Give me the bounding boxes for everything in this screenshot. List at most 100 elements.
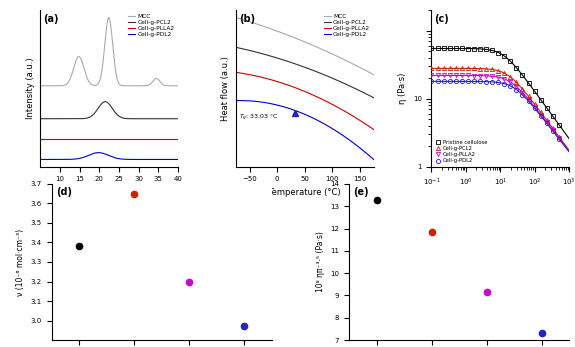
Cell-g-PCL2: [549, 126, 556, 130]
Cell-g-PCL2: [465, 66, 471, 70]
Cell-g-PDL2: [482, 79, 489, 84]
X-axis label: ω (rad·s⁻¹): ω (rad·s⁻¹): [478, 193, 523, 202]
Cell-g-PLLA2: [434, 73, 441, 77]
Cell-g-PLLA2: [324, 100, 331, 104]
Cell-g-PLLA2: [477, 74, 484, 78]
Cell-g-PLLA2: [370, 127, 377, 132]
Cell-g-PCL2: [519, 87, 526, 91]
Cell-g-PLLA2: [428, 73, 435, 77]
Cell-g-PDL2: [507, 84, 514, 88]
Text: (d): (d): [56, 187, 72, 197]
Line: Cell-g-PDL2: Cell-g-PDL2: [236, 101, 374, 160]
Cell-g-PCL2: [336, 79, 343, 83]
Pristine cellulose: [428, 46, 435, 51]
Cell-g-PCL2: [324, 74, 331, 78]
Cell-g-PLLA2: [555, 136, 562, 140]
Y-axis label: η (Pa·s): η (Pa·s): [398, 73, 407, 104]
Cell-g-PLLA2: [232, 70, 239, 74]
Line: Cell-g-PDL2: Cell-g-PDL2: [40, 153, 178, 160]
Cell-g-PDL2: [519, 93, 526, 97]
Cell-g-PDL2: [156, 158, 163, 162]
Cell-g-PDL2: [465, 79, 471, 84]
Pristine cellulose: [507, 59, 514, 63]
Cell-g-PDL2: [446, 79, 453, 84]
Cell-g-PCL2: [175, 117, 182, 121]
Cell-g-PDL2: [501, 82, 508, 86]
Cell-g-PDL2: [370, 158, 377, 162]
Cell-g-PLLA2: [268, 78, 275, 82]
Cell-g-PCL2: [141, 117, 148, 121]
Pristine cellulose: [482, 47, 489, 51]
Legend: MCC, Cell-g-PCL2, Cell-g-PLLA2, Cell-g-PDL2: MCC, Cell-g-PCL2, Cell-g-PLLA2, Cell-g-P…: [323, 13, 371, 37]
Cell-g-PCL2: [313, 70, 320, 74]
Cell-g-PCL2: [45, 117, 52, 121]
Cell-g-PCL2: [489, 67, 496, 71]
Line: Cell-g-PCL2: Cell-g-PCL2: [236, 47, 374, 98]
Cell-g-PCL2: [470, 66, 477, 70]
Pristine cellulose: [440, 46, 447, 51]
Line: Cell-g-PLLA2: Cell-g-PLLA2: [236, 72, 374, 129]
Y-axis label: Intensity (a.u.): Intensity (a.u.): [26, 58, 34, 119]
Cell-g-PDL2: [37, 158, 44, 162]
MCC: [45, 84, 52, 88]
Cell-g-PCL2: [555, 134, 562, 138]
Cell-g-PLLA2: [525, 98, 532, 102]
Cell-g-PLLA2: [507, 80, 514, 84]
MCC: [313, 45, 320, 49]
Pristine cellulose: [489, 48, 496, 52]
Cell-g-PCL2: [370, 96, 377, 100]
Text: (b): (b): [239, 14, 255, 24]
Pristine cellulose: [477, 47, 484, 51]
Cell-g-PLLA2: [543, 120, 550, 125]
Cell-g-PLLA2: [470, 74, 477, 78]
Pristine cellulose: [465, 46, 471, 51]
Cell-g-PLLA2: [531, 105, 538, 109]
Cell-g-PDL2: [555, 137, 562, 141]
Cell-g-PDL2: [295, 110, 302, 114]
Cell-g-PCL2: [257, 51, 264, 55]
MCC: [324, 50, 331, 54]
Cell-g-PDL2: [314, 118, 321, 122]
Cell-g-PLLA2: [295, 87, 302, 91]
Cell-g-PDL2: [121, 157, 128, 161]
MCC: [295, 37, 302, 41]
Cell-g-PDL2: [232, 99, 239, 103]
Cell-g-PLLA2: [175, 137, 182, 142]
Pristine cellulose: [446, 46, 453, 51]
Cell-g-PLLA2: [120, 137, 127, 142]
Pristine cellulose: [531, 89, 538, 93]
Cell-g-PCL2: [156, 117, 163, 121]
Cell-g-PCL2: [453, 66, 459, 70]
X-axis label: 2 theta: 2 theta: [94, 188, 124, 197]
Cell-g-PLLA2: [313, 95, 320, 99]
Cell-g-PDL2: [95, 151, 102, 155]
Cell-g-PDL2: [125, 157, 132, 161]
Cell-g-PDL2: [325, 124, 332, 128]
Cell-g-PLLA2: [501, 77, 508, 81]
Cell-g-PCL2: [446, 66, 453, 70]
Cell-g-PLLA2: [482, 74, 489, 78]
Text: (a): (a): [43, 14, 59, 24]
Cell-g-PLLA2: [519, 91, 526, 95]
Pristine cellulose: [519, 73, 526, 77]
Cell-g-PDL2: [257, 100, 264, 104]
Cell-g-PCL2: [125, 117, 132, 121]
Cell-g-PCL2: [494, 69, 501, 73]
Cell-g-PLLA2: [117, 137, 124, 142]
Line: MCC: MCC: [236, 17, 374, 75]
Legend: MCC, Cell-g-PCL2, Cell-g-PLLA2, Cell-g-PDL2: MCC, Cell-g-PCL2, Cell-g-PLLA2, Cell-g-P…: [128, 13, 175, 37]
Line: MCC: MCC: [40, 17, 178, 86]
Line: Cell-g-PCL2: Cell-g-PCL2: [430, 66, 561, 138]
Pristine cellulose: [537, 98, 544, 102]
Cell-g-PCL2: [531, 102, 538, 107]
Cell-g-PLLA2: [549, 128, 556, 132]
Pristine cellulose: [458, 46, 465, 51]
Cell-g-PDL2: [513, 87, 520, 92]
Cell-g-PLLA2: [155, 137, 162, 142]
MCC: [268, 27, 275, 31]
Cell-g-PDL2: [440, 79, 447, 84]
Cell-g-PDL2: [434, 79, 441, 84]
Cell-g-PDL2: [489, 80, 496, 84]
Cell-g-PLLA2: [494, 75, 501, 79]
Cell-g-PDL2: [525, 99, 532, 103]
